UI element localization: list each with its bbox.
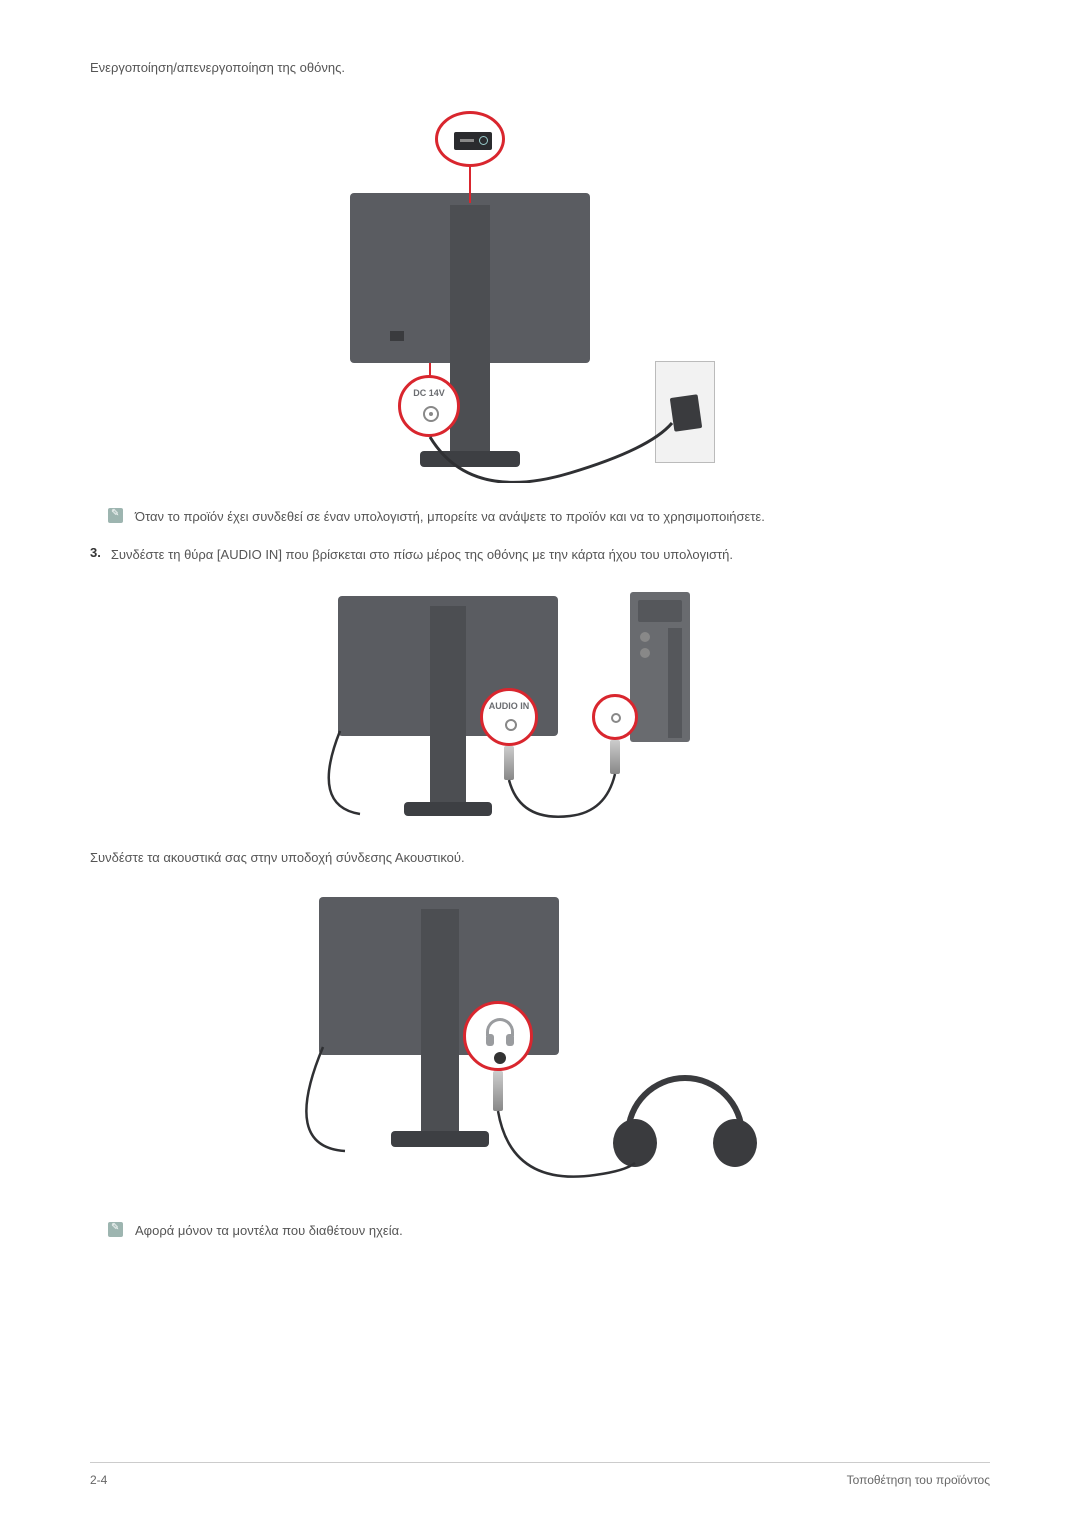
diagram-power-connection: DC 14V — [320, 103, 760, 483]
diagram-audio-in: AUDIO IN — [320, 586, 760, 826]
diagram-headphones — [295, 887, 785, 1197]
step-3: 3. Συνδέστε τη θύρα [AUDIO IN] που βρίσκ… — [90, 545, 990, 565]
note-text: Αφορά μόνον τα μοντέλα που διαθέτουν ηχε… — [135, 1221, 403, 1241]
connect-headphones-text: Συνδέστε τα ακουστικά σας στην υποδοχή σ… — [90, 850, 990, 865]
note-connected-to-pc: Όταν το προϊόν έχει συνδεθεί σε έναν υπο… — [108, 507, 990, 527]
section-title: Τοποθέτηση του προϊόντος — [847, 1473, 990, 1487]
note-text: Όταν το προϊόν έχει συνδεθεί σε έναν υπο… — [135, 507, 765, 527]
page-number: 2-4 — [90, 1473, 107, 1487]
note-speakers-only: Αφορά μόνον τα μοντέλα που διαθέτουν ηχε… — [108, 1221, 990, 1241]
note-icon — [108, 1222, 123, 1237]
step-text: Συνδέστε τη θύρα [AUDIO IN] που βρίσκετα… — [111, 545, 733, 565]
page-footer: 2-4 Τοποθέτηση του προϊόντος — [90, 1462, 990, 1487]
step-number: 3. — [90, 545, 101, 565]
note-icon — [108, 508, 123, 523]
intro-text: Ενεργοποίηση/απενεργοποίηση της οθόνης. — [90, 60, 990, 75]
